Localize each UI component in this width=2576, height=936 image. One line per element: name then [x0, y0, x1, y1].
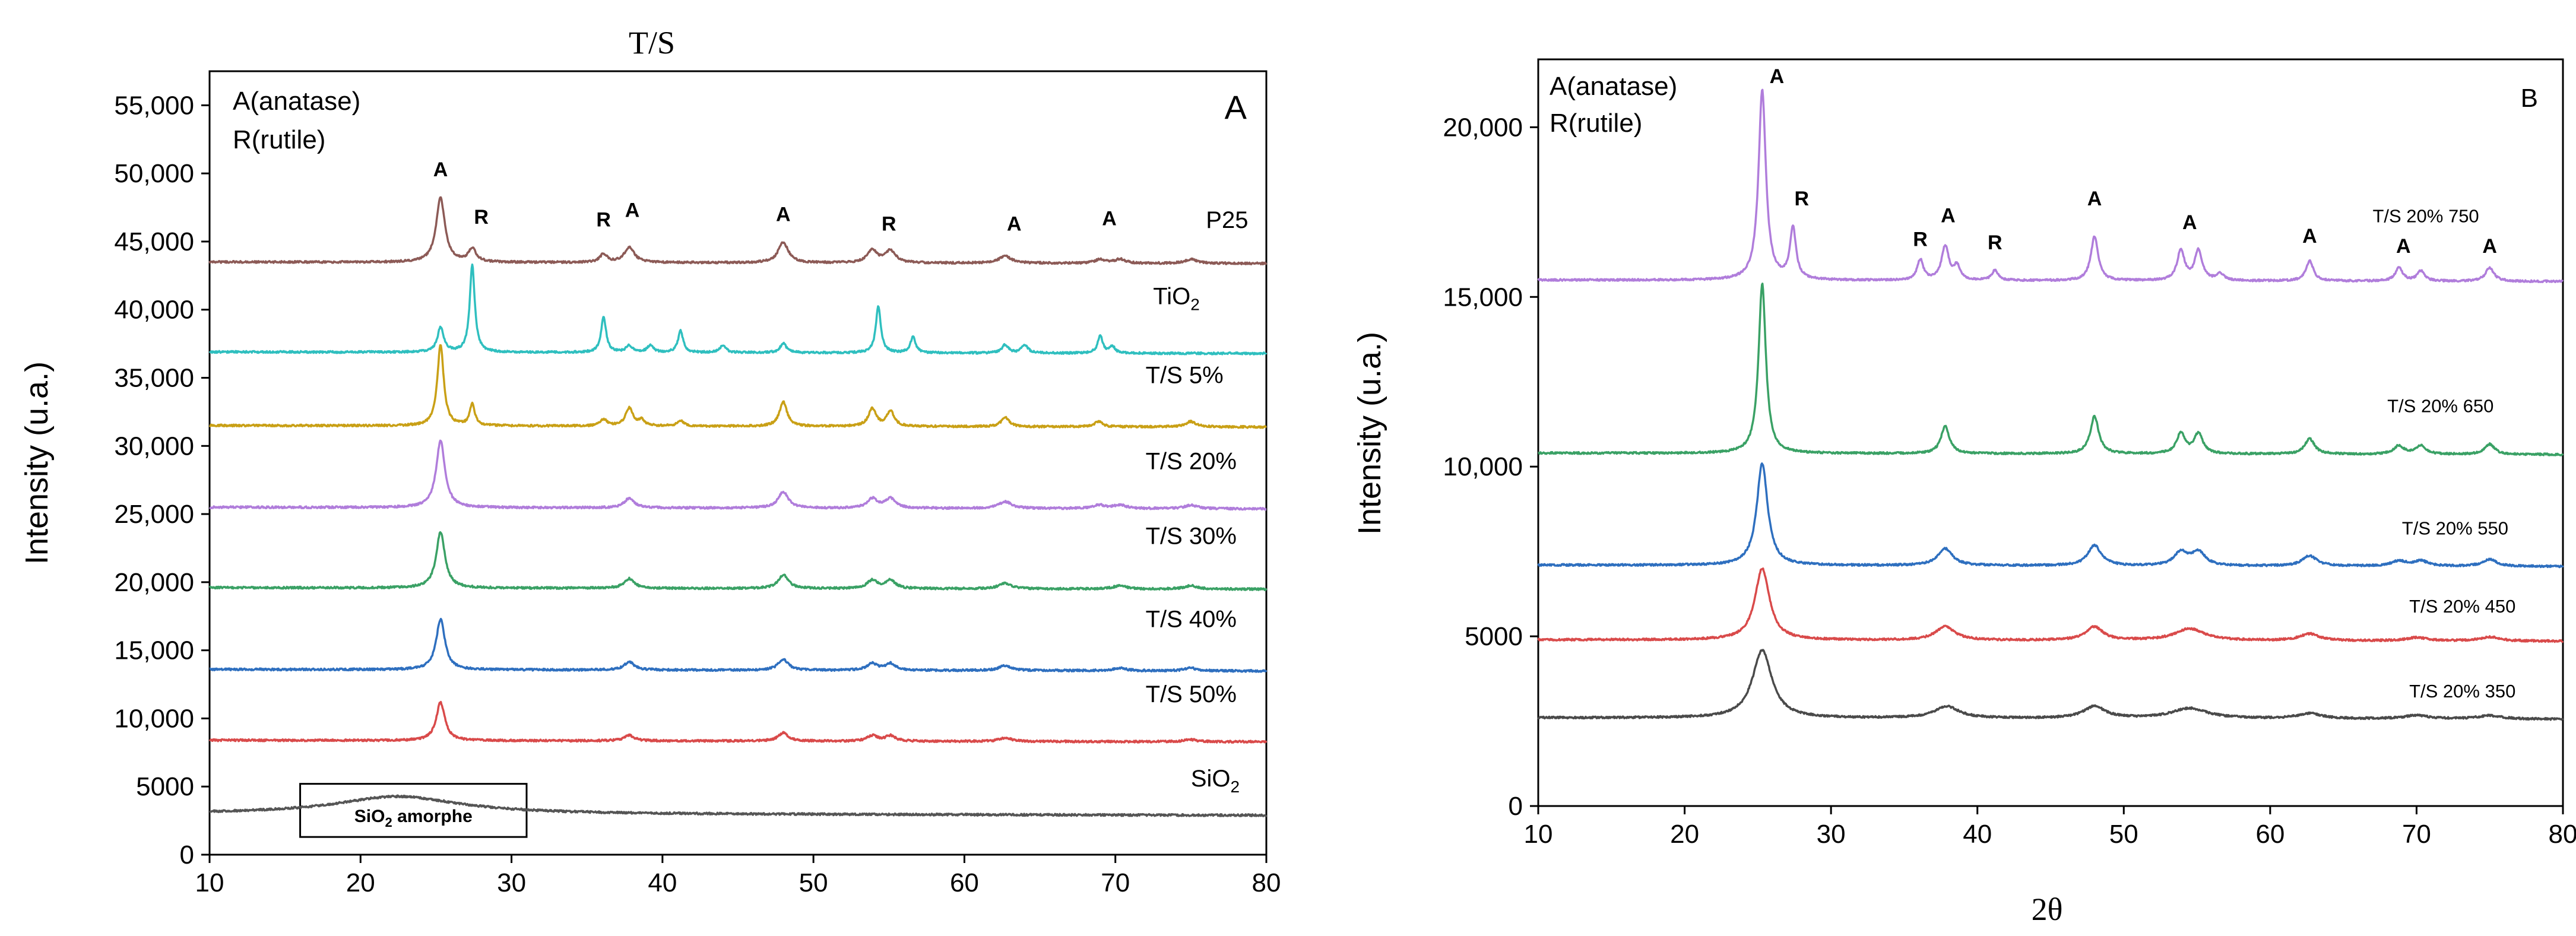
x-tick-label: 10: [1524, 820, 1553, 849]
series-line: [209, 794, 1268, 817]
x-tick-label: 40: [1963, 820, 1992, 849]
peak-label: A: [2482, 235, 2497, 258]
x-tick-label: 30: [1817, 820, 1846, 849]
series-line: [1537, 462, 2564, 569]
y-tick-label: 35,000: [114, 364, 194, 393]
x-tick-label: 70: [2402, 820, 2431, 849]
series-line: [209, 617, 1268, 673]
y-tick-label: 5000: [136, 772, 194, 801]
series-label: T/S 30%: [1146, 523, 1237, 550]
x-tick-label: 80: [2549, 820, 2576, 849]
peak-label: A: [1770, 65, 1785, 88]
panel-a-title: T/S: [629, 25, 675, 61]
y-tick-label: 50,000: [114, 159, 194, 188]
series-line: [209, 439, 1267, 511]
series-label: P25: [1206, 207, 1248, 233]
panel-a: T/S Intensity (u.a.) A A(anatase) R(ruti…: [19, 25, 1281, 897]
peak-label: A: [625, 199, 640, 222]
x-tick-label: 80: [1252, 868, 1281, 897]
series-line: [208, 196, 1268, 266]
panel-a-legend-rutile: R(rutile): [233, 125, 325, 154]
series-label: T/S 20% 350: [2409, 681, 2515, 702]
series-line: [208, 263, 1268, 356]
y-tick-label: 10,000: [114, 704, 194, 733]
y-tick-label: 15,000: [1443, 283, 1523, 312]
series-line: [1537, 649, 2564, 721]
series-label: T/S 20% 650: [2387, 396, 2493, 417]
peak-label: R: [1913, 229, 1928, 251]
panel-b-plot-frame: [1537, 58, 2564, 807]
series-line: [208, 700, 1268, 744]
peak-label: A: [1941, 204, 1956, 227]
peak-label: A: [2396, 235, 2411, 258]
panel-a-plot-frame: [208, 70, 1268, 856]
peak-label: R: [596, 209, 611, 231]
x-tick-label: 60: [950, 868, 979, 897]
panel-a-y-axis-title: Intensity (u.a.): [19, 361, 55, 564]
series-line: [1537, 88, 2564, 284]
series-line: [208, 344, 1268, 429]
panel-a-legend-anatase: A(anatase): [233, 87, 360, 116]
series-line: [1537, 567, 2564, 643]
panel-b: Intensity (u.a.) 2θ B A(anatase) R(rutil…: [1352, 58, 2576, 927]
x-tick-label: 50: [799, 868, 828, 897]
y-tick-label: 20,000: [1443, 113, 1523, 142]
y-tick-label: 30,000: [114, 431, 194, 461]
y-tick-label: 0: [1509, 792, 1523, 821]
y-tick-label: 25,000: [114, 500, 194, 529]
series-label: T/S 5%: [1146, 363, 1224, 389]
peak-label: R: [1795, 188, 1810, 210]
peak-label: A: [1007, 213, 1022, 236]
peak-label: A: [433, 158, 448, 181]
amorphous-region-label: SiO2 amorphe: [354, 807, 473, 830]
peak-label: A: [2302, 225, 2317, 248]
x-tick-label: 40: [648, 868, 677, 897]
peak-label: R: [474, 206, 489, 229]
panel-b-corner-label: B: [2521, 84, 2538, 113]
panel-a-ticks: 10 20 30 40 50 60 70 80 0 5000 10,000 15,000 20,000 2…: [114, 91, 1281, 897]
x-tick-label: 20: [1670, 820, 1699, 849]
x-tick-label: 50: [2109, 820, 2138, 849]
y-tick-label: 5000: [1465, 622, 1523, 651]
panel-b-legend-anatase: A(anatase): [1550, 72, 1677, 101]
panel-b-ticks: 10 20 30 40 50 60 70 80 0 5000 10,000 15,000 20,000: [1443, 113, 2576, 849]
panel-a-labels: AR R A A R A A: [433, 158, 1117, 236]
series-label: SiO2: [1191, 766, 1240, 796]
series-line: [208, 531, 1268, 591]
x-tick-label: 30: [497, 868, 526, 897]
series-label: T/S 20%: [1146, 448, 1237, 474]
series-label: T/S 20% 750: [2372, 205, 2479, 226]
y-tick-label: 0: [180, 840, 194, 870]
y-tick-label: 20,000: [114, 568, 194, 597]
panel-a-series: P25 TiO2 T/S 5% T/S 20% T/S 30% T/S 40% T/S 50…: [208, 196, 1268, 817]
peak-label: A: [2182, 211, 2197, 234]
peak-label: R: [1988, 231, 2003, 254]
peak-label: A: [1102, 207, 1117, 230]
series-label: T/S 20% 550: [2402, 518, 2508, 539]
peak-label: A: [776, 204, 791, 226]
peak-label: R: [882, 213, 896, 236]
x-tick-label: 60: [2255, 820, 2285, 849]
series-label: T/S 20% 450: [2409, 596, 2515, 617]
panel-b-series: T/S 20% 750 T/S 20% 650 T/S 20% 550 T/S 20%…: [1537, 88, 2564, 721]
y-tick-label: 55,000: [114, 91, 194, 120]
x-tick-label: 10: [195, 868, 224, 897]
panel-b-x-axis-title: 2θ: [2032, 891, 2063, 927]
y-tick-label: 10,000: [1443, 452, 1523, 481]
peak-label: A: [2087, 188, 2102, 210]
x-tick-label: 20: [346, 868, 375, 897]
y-tick-label: 45,000: [114, 227, 194, 256]
panel-b-y-axis-title: Intensity (u.a.): [1352, 332, 1387, 535]
x-tick-label: 70: [1101, 868, 1130, 897]
y-tick-label: 15,000: [114, 636, 194, 665]
panel-b-legend-rutile: R(rutile): [1550, 109, 1642, 138]
panel-a-corner-label: A: [1225, 88, 1247, 126]
series-label: T/S 50%: [1146, 681, 1237, 707]
series-label: TiO2: [1153, 284, 1200, 314]
y-tick-label: 40,000: [114, 296, 194, 325]
series-label: T/S 40%: [1146, 607, 1237, 633]
series-line: [1538, 283, 2564, 456]
